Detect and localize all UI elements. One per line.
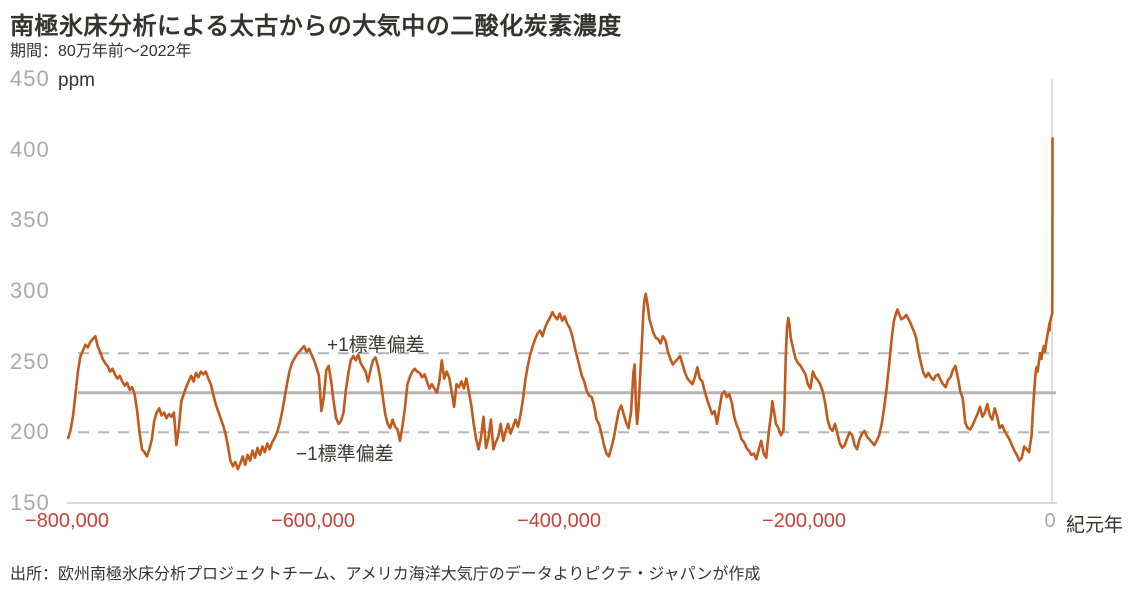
x-tick-label: 0 <box>1044 510 1056 532</box>
y-tick-label: 400 <box>10 136 50 162</box>
lower-stddev-annotation: −1標準偏差 <box>296 444 394 465</box>
x-tick-label: −400,000 <box>517 510 601 532</box>
y-tick-label: 450 <box>10 66 50 91</box>
y-tick-label: 300 <box>10 278 50 303</box>
chart-subtitle: 期間：80万年前～2022年 <box>10 43 192 60</box>
y-tick-label: 150 <box>10 490 50 515</box>
x-tick-label: −200,000 <box>762 510 846 532</box>
y-tick-label: 250 <box>10 348 50 374</box>
upper-stddev-annotation: +1標準偏差 <box>327 335 425 356</box>
y-tick-label: 200 <box>10 419 50 445</box>
y-axis-unit-label: ppm <box>58 70 95 91</box>
co2-series-line <box>66 137 1054 471</box>
chart-title: 南極氷床分析による太古からの大気中の二酸化炭素濃度 <box>10 13 622 40</box>
x-axis-era-label: 紀元年 <box>1066 515 1124 536</box>
source-note: 出所：欧州南極氷床分析プロジェクトチーム、アメリカ海洋大気庁のデータよりピクテ・… <box>10 566 761 583</box>
x-tick-label: −800,000 <box>25 510 109 532</box>
y-tick-label: 350 <box>10 207 50 233</box>
x-tick-label: −600,000 <box>271 510 355 532</box>
